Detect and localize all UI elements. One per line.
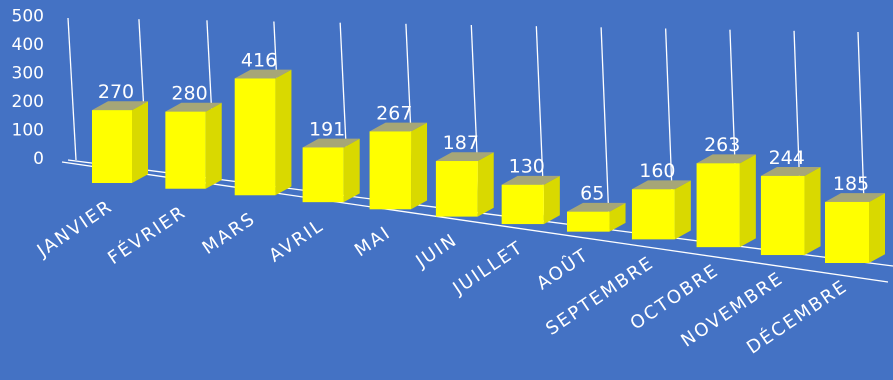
bar-side — [869, 193, 885, 263]
bar-side — [739, 154, 756, 248]
bar — [760, 167, 821, 256]
bar-front — [435, 161, 478, 217]
category-label: AOÛT — [532, 244, 593, 295]
bar-front — [302, 147, 344, 203]
bar-front — [369, 131, 412, 210]
category-label: JUIN — [411, 229, 461, 272]
y-axis-ticks: 0 100 200 300 400 500 — [12, 7, 44, 170]
bar-top — [435, 152, 494, 162]
bar — [631, 180, 691, 240]
data-label: 185 — [833, 173, 869, 195]
y-tick-label: 200 — [12, 92, 44, 112]
bar-front — [501, 184, 544, 225]
bars — [92, 69, 885, 263]
category-label: MARS — [199, 208, 260, 259]
y-tick-label: 0 — [33, 149, 44, 169]
data-label: 65 — [580, 183, 604, 205]
bar-front — [566, 211, 610, 232]
bar-side — [674, 180, 691, 240]
bar-top — [696, 154, 756, 164]
bar-top — [760, 167, 821, 176]
gridline — [67, 17, 77, 161]
data-label: 267 — [376, 102, 412, 124]
bar — [435, 152, 494, 217]
bar — [825, 193, 885, 263]
bar-front — [696, 163, 740, 248]
gridline — [600, 27, 610, 225]
bar-front — [92, 110, 132, 183]
bar-top — [302, 138, 360, 148]
bar — [302, 138, 360, 203]
bar-top — [501, 175, 560, 185]
data-label: 160 — [639, 160, 675, 182]
bar-front — [631, 189, 675, 240]
bar-top — [825, 193, 885, 202]
bar-side — [543, 175, 560, 225]
bar-top — [165, 102, 222, 112]
data-label: 187 — [443, 132, 479, 154]
bar-top — [369, 122, 428, 132]
bar-front — [165, 111, 206, 189]
bar-side — [477, 152, 494, 217]
bar-front — [234, 78, 276, 196]
data-labels: 270 280 416 191 267 187 130 65 160 263 244 185 — [98, 49, 869, 204]
bar-side — [343, 138, 360, 203]
bar-front — [760, 175, 805, 256]
y-tick-label: 300 — [12, 64, 44, 84]
data-label: 263 — [704, 134, 740, 156]
bar-side — [205, 102, 222, 189]
data-label: 416 — [241, 49, 277, 71]
bar — [696, 154, 756, 248]
category-label: FÉVRIER — [104, 201, 191, 269]
bar — [501, 175, 560, 225]
bar — [369, 122, 428, 210]
bar — [92, 101, 148, 183]
y-tick-label: 100 — [12, 121, 44, 141]
y-tick-label: 400 — [12, 35, 44, 55]
category-label: MAI — [351, 222, 395, 261]
data-label: 244 — [769, 147, 805, 169]
bar-side — [132, 101, 148, 183]
bar-front — [825, 201, 869, 263]
data-label: 280 — [171, 83, 207, 105]
bar — [566, 202, 626, 232]
data-label: 130 — [509, 156, 545, 178]
bar — [165, 102, 222, 189]
bar-top — [631, 180, 691, 190]
bar-top — [92, 101, 148, 111]
bar-side — [609, 202, 626, 232]
category-label: AVRIL — [265, 215, 328, 267]
data-label: 270 — [98, 81, 134, 103]
bar-top — [234, 69, 292, 79]
bar-top — [566, 202, 626, 212]
bar — [234, 69, 292, 196]
bar-side — [275, 69, 292, 196]
bar-side — [411, 122, 428, 210]
data-label: 191 — [309, 118, 345, 140]
y-tick-label: 500 — [12, 7, 44, 27]
bar-side — [804, 167, 821, 256]
